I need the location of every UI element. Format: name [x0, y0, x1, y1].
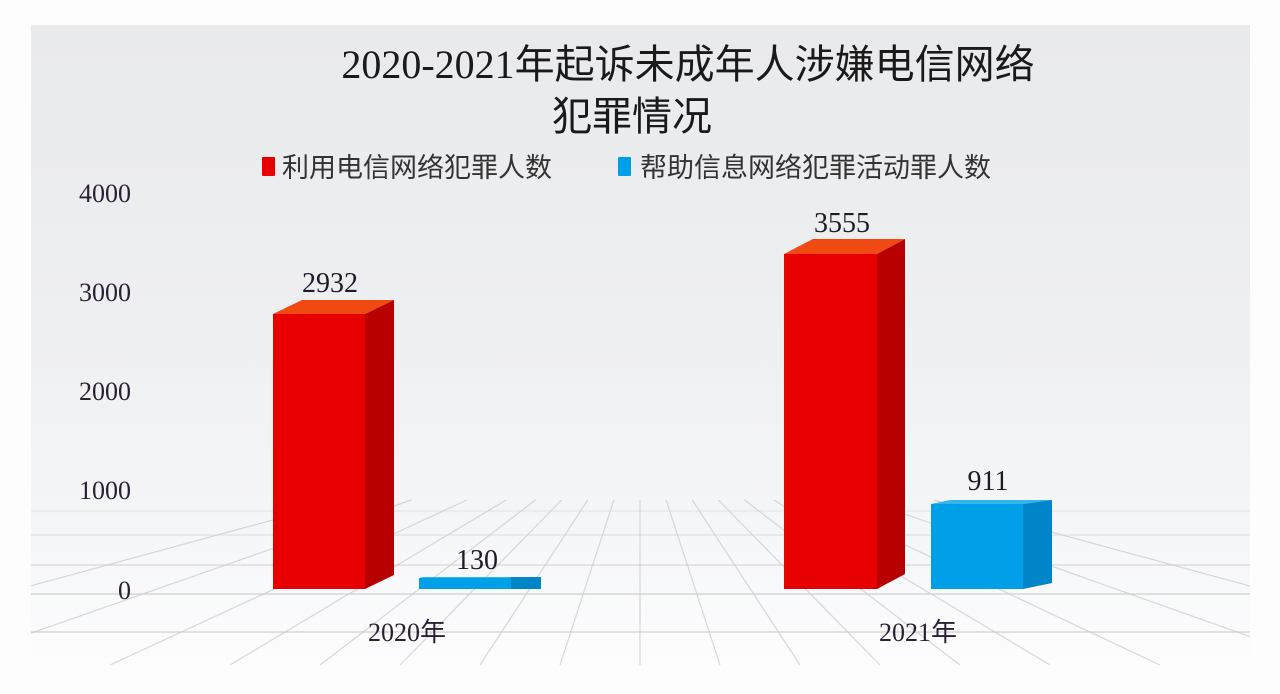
- bar-2020-telecom-crime[interactable]: [273, 300, 394, 589]
- bar-side-face: [1023, 500, 1052, 589]
- bar-side-face: [365, 300, 394, 589]
- bar-front-face: [273, 314, 365, 589]
- legend-swatch-red: [262, 157, 275, 176]
- chart-title-line2: 犯罪情况: [552, 94, 712, 139]
- bar-2021-telecom-crime[interactable]: [784, 239, 905, 589]
- data-label-2020-telecom: 2932: [302, 268, 358, 299]
- y-tick-0: 0: [118, 576, 131, 605]
- legend-item-assist-crime[interactable]: 帮助信息网络犯罪活动罪人数: [618, 153, 991, 183]
- data-label-2021-assist: 911: [968, 466, 1009, 497]
- bar-top-face: [931, 500, 1052, 504]
- bar-top-face: [784, 239, 905, 254]
- bar-2020-assist-crime[interactable]: [419, 577, 541, 589]
- data-label-2020-assist: 130: [456, 545, 498, 576]
- bar-top-face: [273, 300, 394, 314]
- bars: [273, 239, 1052, 589]
- legend-swatch-blue: [618, 157, 631, 176]
- bar-side-face: [511, 577, 541, 589]
- data-labels: 2932 3555 130 911: [302, 208, 1008, 576]
- y-axis: 4000 3000 2000 1000 0: [79, 179, 131, 605]
- bar-front-face: [931, 504, 1023, 589]
- bar-2021-assist-crime[interactable]: [931, 500, 1052, 589]
- bar-top-face: [419, 577, 541, 578]
- y-tick-1000: 1000: [79, 476, 131, 505]
- bar-front-face: [784, 254, 877, 589]
- legend-label-telecom-crime: 利用电信网络犯罪人数: [282, 153, 552, 183]
- y-tick-2000: 2000: [79, 377, 131, 406]
- y-tick-4000: 4000: [79, 179, 131, 208]
- floor-grid: [30, 499, 1251, 666]
- legend: 利用电信网络犯罪人数 帮助信息网络犯罪活动罪人数: [262, 153, 991, 183]
- x-axis: 2020年 2021年: [368, 618, 957, 647]
- bar-side-face: [877, 239, 905, 589]
- x-category-2021: 2021年: [879, 618, 957, 647]
- x-category-2020: 2020年: [368, 618, 446, 647]
- y-tick-3000: 3000: [79, 278, 131, 307]
- chart-title-line1: 2020-2021年起诉未成年人涉嫌电信网络: [341, 42, 1034, 87]
- data-label-2021-telecom: 3555: [814, 208, 870, 239]
- legend-label-assist-crime: 帮助信息网络犯罪活动罪人数: [640, 153, 991, 183]
- bar-front-face: [419, 578, 511, 589]
- legend-item-telecom-crime[interactable]: 利用电信网络犯罪人数: [262, 153, 552, 183]
